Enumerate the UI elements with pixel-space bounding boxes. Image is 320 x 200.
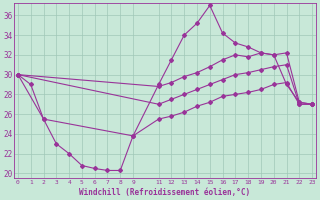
X-axis label: Windchill (Refroidissement éolien,°C): Windchill (Refroidissement éolien,°C) <box>79 188 251 197</box>
